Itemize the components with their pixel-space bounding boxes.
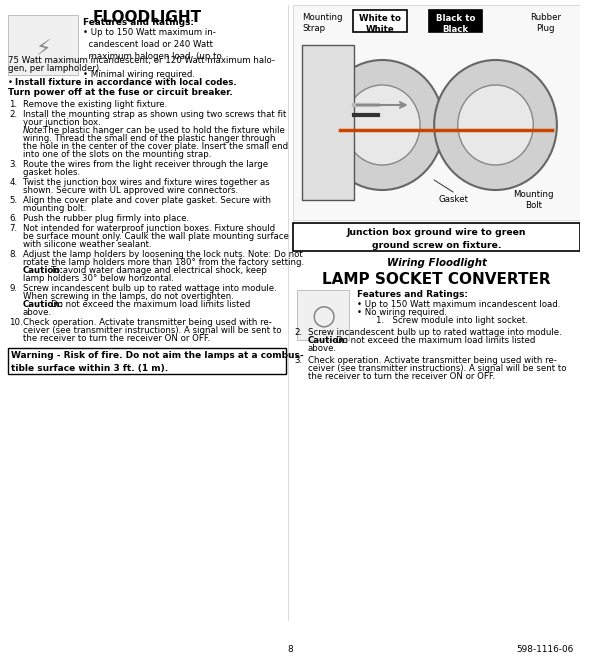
Text: be surface mount only. Caulk the wall plate mounting surface: be surface mount only. Caulk the wall pl… (23, 232, 288, 241)
FancyBboxPatch shape (429, 10, 482, 32)
Text: 3.: 3. (9, 160, 18, 169)
Text: mounting bolt.: mounting bolt. (23, 204, 86, 213)
Text: Black to
Black: Black to Black (435, 14, 475, 34)
Text: Do not exceed the maximum load limits listed: Do not exceed the maximum load limits li… (336, 336, 536, 345)
Text: • Minimal wiring required.: • Minimal wiring required. (83, 70, 195, 79)
Text: with silicone weather sealant.: with silicone weather sealant. (23, 240, 151, 249)
Text: 598-1116-06: 598-1116-06 (517, 645, 574, 654)
FancyBboxPatch shape (293, 5, 581, 220)
Text: Route the wires from the light receiver through the large: Route the wires from the light receiver … (23, 160, 268, 169)
Circle shape (458, 85, 533, 165)
Text: Do not exceed the maximum load limits listed: Do not exceed the maximum load limits li… (51, 300, 250, 309)
Text: Check operation. Activate transmitter being used with re-: Check operation. Activate transmitter be… (23, 318, 272, 327)
Circle shape (434, 60, 557, 190)
Text: ceiver (see transmitter instructions). A signal will be sent to: ceiver (see transmitter instructions). A… (23, 326, 281, 335)
Text: Mounting
Strap: Mounting Strap (302, 13, 343, 33)
Text: your junction box.: your junction box. (23, 118, 100, 127)
Text: • Up to 150 Watt maximum in-
  candescent load or 240 Watt
  maximum halogen loa: • Up to 150 Watt maximum in- candescent … (83, 28, 222, 61)
Text: above.: above. (23, 308, 52, 317)
Text: Junction box ground wire to green
ground screw on fixture.: Junction box ground wire to green ground… (347, 228, 526, 249)
Circle shape (321, 60, 443, 190)
Text: Check operation. Activate transmitter being used with re-: Check operation. Activate transmitter be… (308, 356, 557, 365)
Text: Rubber
Plug: Rubber Plug (530, 13, 561, 33)
Text: Screw incandescent bulb up to rated wattage into module.: Screw incandescent bulb up to rated watt… (23, 284, 276, 293)
Text: above.: above. (308, 344, 337, 353)
Text: FLOODLIGHT: FLOODLIGHT (92, 10, 201, 25)
Text: Caution:: Caution: (23, 266, 64, 275)
Text: gasket holes.: gasket holes. (23, 168, 80, 177)
Text: 1.: 1. (9, 100, 18, 109)
Text: Not intended for waterproof junction boxes. Fixture should: Not intended for waterproof junction box… (23, 224, 275, 233)
Text: shown. Secure with UL approved wire connectors.: shown. Secure with UL approved wire conn… (23, 186, 238, 195)
Text: When screwing in the lamps, do not overtighten.: When screwing in the lamps, do not overt… (23, 292, 234, 301)
Text: 75 Watt maximum incandescent, or 120 Watt maximum halo-: 75 Watt maximum incandescent, or 120 Wat… (7, 56, 274, 65)
Text: gen, per lampholder).: gen, per lampholder). (7, 64, 101, 73)
Text: lamp holders 30° below horizontal.: lamp holders 30° below horizontal. (23, 274, 173, 283)
Text: The plastic hanger can be used to hold the fixture while: The plastic hanger can be used to hold t… (44, 126, 285, 135)
FancyBboxPatch shape (297, 290, 349, 340)
Text: ⚡: ⚡ (34, 40, 50, 60)
Text: • Up to 150 Watt maximum incandescent load.: • Up to 150 Watt maximum incandescent lo… (357, 300, 560, 309)
Text: ○: ○ (311, 301, 335, 329)
Text: 8: 8 (287, 645, 293, 654)
Text: 1.   Screw module into light socket.: 1. Screw module into light socket. (376, 316, 528, 325)
Text: into one of the slots on the mounting strap.: into one of the slots on the mounting st… (23, 150, 211, 159)
Text: To avoid water damage and electrical shock, keep: To avoid water damage and electrical sho… (51, 266, 267, 275)
Text: Twist the junction box wires and fixture wires together as: Twist the junction box wires and fixture… (23, 178, 269, 187)
Text: Wiring Floodlight: Wiring Floodlight (387, 258, 486, 268)
Text: 10.: 10. (9, 318, 23, 327)
Text: 2.: 2. (295, 328, 303, 337)
Text: Turn power off at the fuse or circuit breaker.: Turn power off at the fuse or circuit br… (7, 88, 232, 97)
Text: rotate the lamp holders more than 180° from the factory setting.: rotate the lamp holders more than 180° f… (23, 258, 304, 267)
Text: the hole in the center of the cover plate. Insert the small end: the hole in the center of the cover plat… (23, 142, 288, 151)
Text: 8.: 8. (9, 250, 18, 259)
FancyBboxPatch shape (293, 223, 581, 251)
Text: Install the mounting strap as shown using two screws that fit: Install the mounting strap as shown usin… (23, 110, 286, 119)
Text: White to
White: White to White (359, 14, 401, 34)
Text: 2.: 2. (9, 110, 18, 119)
Text: the receiver to turn the receiver ON or OFF.: the receiver to turn the receiver ON or … (308, 372, 495, 381)
Text: Gasket: Gasket (438, 195, 468, 204)
Text: Caution:: Caution: (308, 336, 349, 345)
Text: 3.: 3. (295, 356, 303, 365)
Text: 9.: 9. (9, 284, 17, 293)
Text: 7.: 7. (9, 224, 18, 233)
Text: wiring. Thread the small end of the plastic hanger through: wiring. Thread the small end of the plas… (23, 134, 275, 143)
Text: Caution:: Caution: (23, 300, 64, 309)
Text: • No wiring required.: • No wiring required. (357, 308, 446, 317)
Text: Screw incandescent bulb up to rated wattage into module.: Screw incandescent bulb up to rated watt… (308, 328, 561, 337)
Text: Align the cover plate and cover plate gasket. Secure with: Align the cover plate and cover plate ga… (23, 196, 271, 205)
Text: Remove the existing light fixture.: Remove the existing light fixture. (23, 100, 167, 109)
FancyBboxPatch shape (353, 10, 407, 32)
Text: •: • (7, 78, 15, 87)
FancyBboxPatch shape (302, 45, 354, 200)
Text: ceiver (see transmitter instructions). A signal will be sent to: ceiver (see transmitter instructions). A… (308, 364, 566, 373)
FancyBboxPatch shape (7, 348, 286, 374)
Text: 5.: 5. (9, 196, 18, 205)
Text: the receiver to turn the receiver ON or OFF.: the receiver to turn the receiver ON or … (23, 334, 210, 343)
Text: 6.: 6. (9, 214, 18, 223)
Text: Push the rubber plug firmly into place.: Push the rubber plug firmly into place. (23, 214, 189, 223)
Text: Note:: Note: (23, 126, 46, 135)
Text: Adjust the lamp holders by loosening the lock nuts. Note: Do not: Adjust the lamp holders by loosening the… (23, 250, 303, 259)
Text: Features and Ratings:: Features and Ratings: (83, 18, 194, 27)
Text: LAMP SOCKET CONVERTER: LAMP SOCKET CONVERTER (322, 272, 551, 287)
Circle shape (344, 85, 420, 165)
Text: Warning - Risk of fire. Do not aim the lamps at a combus-
tible surface within 3: Warning - Risk of fire. Do not aim the l… (11, 351, 304, 372)
Text: Install fixture in accordance with local codes.: Install fixture in accordance with local… (15, 78, 237, 87)
Text: Mounting
Bolt: Mounting Bolt (513, 190, 554, 210)
Text: 4.: 4. (9, 178, 18, 187)
FancyBboxPatch shape (7, 15, 78, 75)
Text: Features and Ratings:: Features and Ratings: (357, 290, 468, 299)
